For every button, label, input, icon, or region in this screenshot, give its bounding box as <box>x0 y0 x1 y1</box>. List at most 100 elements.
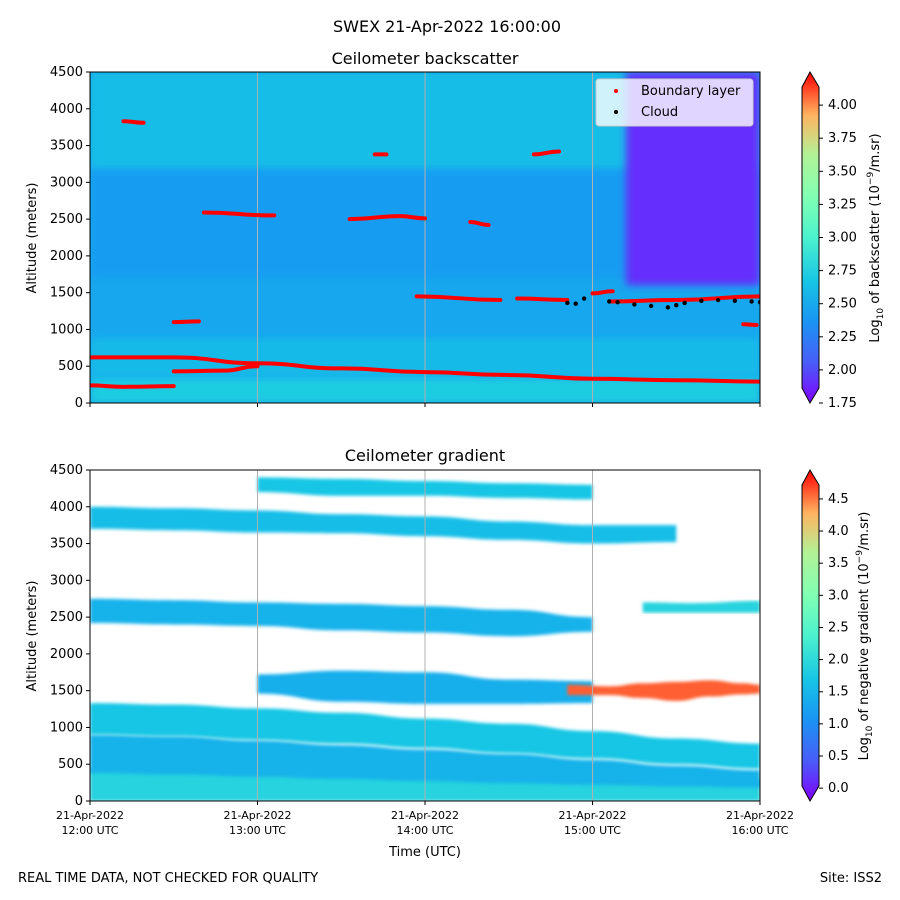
y-tick-label: 500 <box>58 359 83 374</box>
y-tick-label: 2500 <box>50 610 83 625</box>
x-tick-time: 12:00 UTC <box>61 824 118 837</box>
gradient-panel: Ceilometer gradient 0 500 1000 1500 2000 2500… <box>25 446 875 860</box>
colorbar-tick-label: 2.75 <box>828 264 857 279</box>
gradient-colorbar-ticks: 4.5 4.0 3.5 3.0 2.5 2.0 1.5 1.0 0.5 0.0 <box>819 492 849 796</box>
boundary-layer-trace <box>347 214 427 222</box>
y-tick-label: 2500 <box>50 212 83 227</box>
backscatter-y-label: Altitude (meters) <box>25 183 40 294</box>
y-tick-label: 0 <box>75 396 83 411</box>
footer-site: Site: ISS2 <box>820 871 882 886</box>
backscatter-title: Ceilometer backscatter <box>332 49 519 68</box>
colorbar-tick-label: 2.50 <box>828 297 857 312</box>
y-tick-label: 4000 <box>50 102 83 117</box>
cloud-point <box>674 302 679 308</box>
colorbar-tick-label: 2.5 <box>828 620 849 635</box>
y-tick-label: 1000 <box>50 322 83 337</box>
boundary-layer-trace <box>171 319 201 325</box>
gradient-colorbar-label: Log10 of negative gradient (10−9/m.sr) <box>855 512 875 761</box>
cloud-point <box>732 298 738 303</box>
cloud-point <box>699 298 704 303</box>
x-tick-time: 13:00 UTC <box>229 824 286 837</box>
cloud-point <box>715 297 721 303</box>
x-tick-date: 21-Apr-2022 <box>558 809 626 822</box>
y-tick-label: 4500 <box>50 463 83 478</box>
backscatter-x-ticks <box>89 403 761 407</box>
x-tick-time: 16:00 UTC <box>731 824 788 837</box>
gradient-layer <box>90 506 677 544</box>
colorbar-tick-label: 4.5 <box>828 492 849 507</box>
colorbar-tick-label: 2.25 <box>828 330 857 345</box>
colorbar-tick-label: 3.0 <box>828 588 849 603</box>
colorbar-tick-label: 2.0 <box>828 653 849 668</box>
colorbar-tick-label: 0.5 <box>828 749 849 764</box>
legend-cloud-label: Cloud <box>641 105 678 120</box>
cloud-point <box>749 299 754 304</box>
backscatter-colorbar: 4.00 3.75 3.50 3.25 3.00 2.75 2.50 2.25 2.00 1.75… <box>801 70 886 411</box>
y-tick-label: 500 <box>58 757 83 772</box>
backscatter-y-axis: 0 500 1000 1500 2000 2500 3000 3500 4000 4500 <box>50 65 90 411</box>
y-tick-label: 1000 <box>50 720 83 735</box>
boundary-layer-trace <box>468 220 491 227</box>
legend: Boundary layer Cloud <box>595 78 754 127</box>
cloud-point <box>565 300 570 306</box>
footer-disclaimer: REAL TIME DATA, NOT CHECKED FOR QUALITY <box>18 871 318 886</box>
backscatter-panel: Ceilometer backscatter 0 500 1000 1500 2000 2… <box>25 49 886 411</box>
figure-title: SWEX 21-Apr-2022 16:00:00 <box>333 17 561 36</box>
colorbar-tick-label: 3.25 <box>828 197 857 212</box>
cloud-point <box>682 300 687 306</box>
colorbar-tick-label: 2.00 <box>828 363 857 378</box>
x-tick-time: 14:00 UTC <box>396 824 453 837</box>
backscatter-colorbar-label: Log10 of backscatter (10−9/m.sr) <box>866 133 886 342</box>
colorbar-tick-label: 3.00 <box>828 231 857 246</box>
gradient-gridlines <box>257 470 593 801</box>
y-tick-label: 2000 <box>50 249 83 264</box>
colorbar-tick-label: 3.5 <box>828 556 849 571</box>
boundary-layer-trace <box>590 289 615 296</box>
boundary-layer-trace <box>90 383 176 389</box>
boundary-layer-trace <box>121 119 146 125</box>
y-tick-label: 0 <box>75 794 83 809</box>
colorbar-tick-label: 4.0 <box>828 524 849 539</box>
boundary-layer-trace <box>171 364 260 374</box>
y-tick-label: 4500 <box>50 65 83 80</box>
y-tick-label: 3000 <box>50 573 83 588</box>
backscatter-colorbar-ticks: 4.00 3.75 3.50 3.25 3.00 2.75 2.50 2.25 2.00 1.75 <box>819 98 857 411</box>
boundary-layer-trace <box>741 322 759 328</box>
cloud-point <box>757 300 760 305</box>
y-tick-label: 1500 <box>50 286 83 301</box>
gradient-y-axis: 0 500 1000 1500 2000 2500 3000 3500 4000 4500 <box>50 463 90 809</box>
gradient-x-ticks: 21-Apr-2022 12:00 UTC 21-Apr-2022 13:00 UTC… <box>56 801 794 837</box>
x-tick-date: 21-Apr-2022 <box>56 809 124 822</box>
backscatter-markers <box>90 119 760 389</box>
boundary-layer-trace <box>607 294 760 304</box>
x-tick-date: 21-Apr-2022 <box>391 809 459 822</box>
y-tick-label: 3500 <box>50 139 83 154</box>
cloud-point <box>648 303 654 309</box>
legend-cloud-marker <box>614 110 618 114</box>
cloud-point <box>607 299 612 304</box>
cloud-point <box>665 305 671 310</box>
cloud-point <box>615 300 620 305</box>
x-tick-time: 15:00 UTC <box>564 824 621 837</box>
gradient-title: Ceilometer gradient <box>345 446 505 465</box>
x-tick-date: 21-Apr-2022 <box>223 809 291 822</box>
boundary-layer-trace <box>515 296 570 303</box>
y-tick-label: 1500 <box>50 684 83 699</box>
boundary-layer-trace <box>414 294 503 303</box>
y-tick-label: 3500 <box>50 537 83 552</box>
boundary-layer-trace <box>201 210 277 218</box>
cloud-point <box>632 302 637 307</box>
boundary-layer-trace <box>531 149 561 157</box>
cloud-point <box>573 301 578 306</box>
gradient-y-label: Altitude (meters) <box>25 581 40 692</box>
legend-boundary-label: Boundary layer <box>641 84 741 99</box>
gradient-layer <box>642 600 760 613</box>
y-tick-label: 3000 <box>50 175 83 190</box>
gradient-layer <box>90 598 593 637</box>
colorbar-tick-label: 3.75 <box>828 131 857 146</box>
colorbar-tick-label: 1.0 <box>828 717 849 732</box>
cloud-point <box>581 296 587 301</box>
colorbar-tick-label: 4.00 <box>828 98 857 113</box>
colorbar-tick-label: 0.0 <box>828 781 849 796</box>
